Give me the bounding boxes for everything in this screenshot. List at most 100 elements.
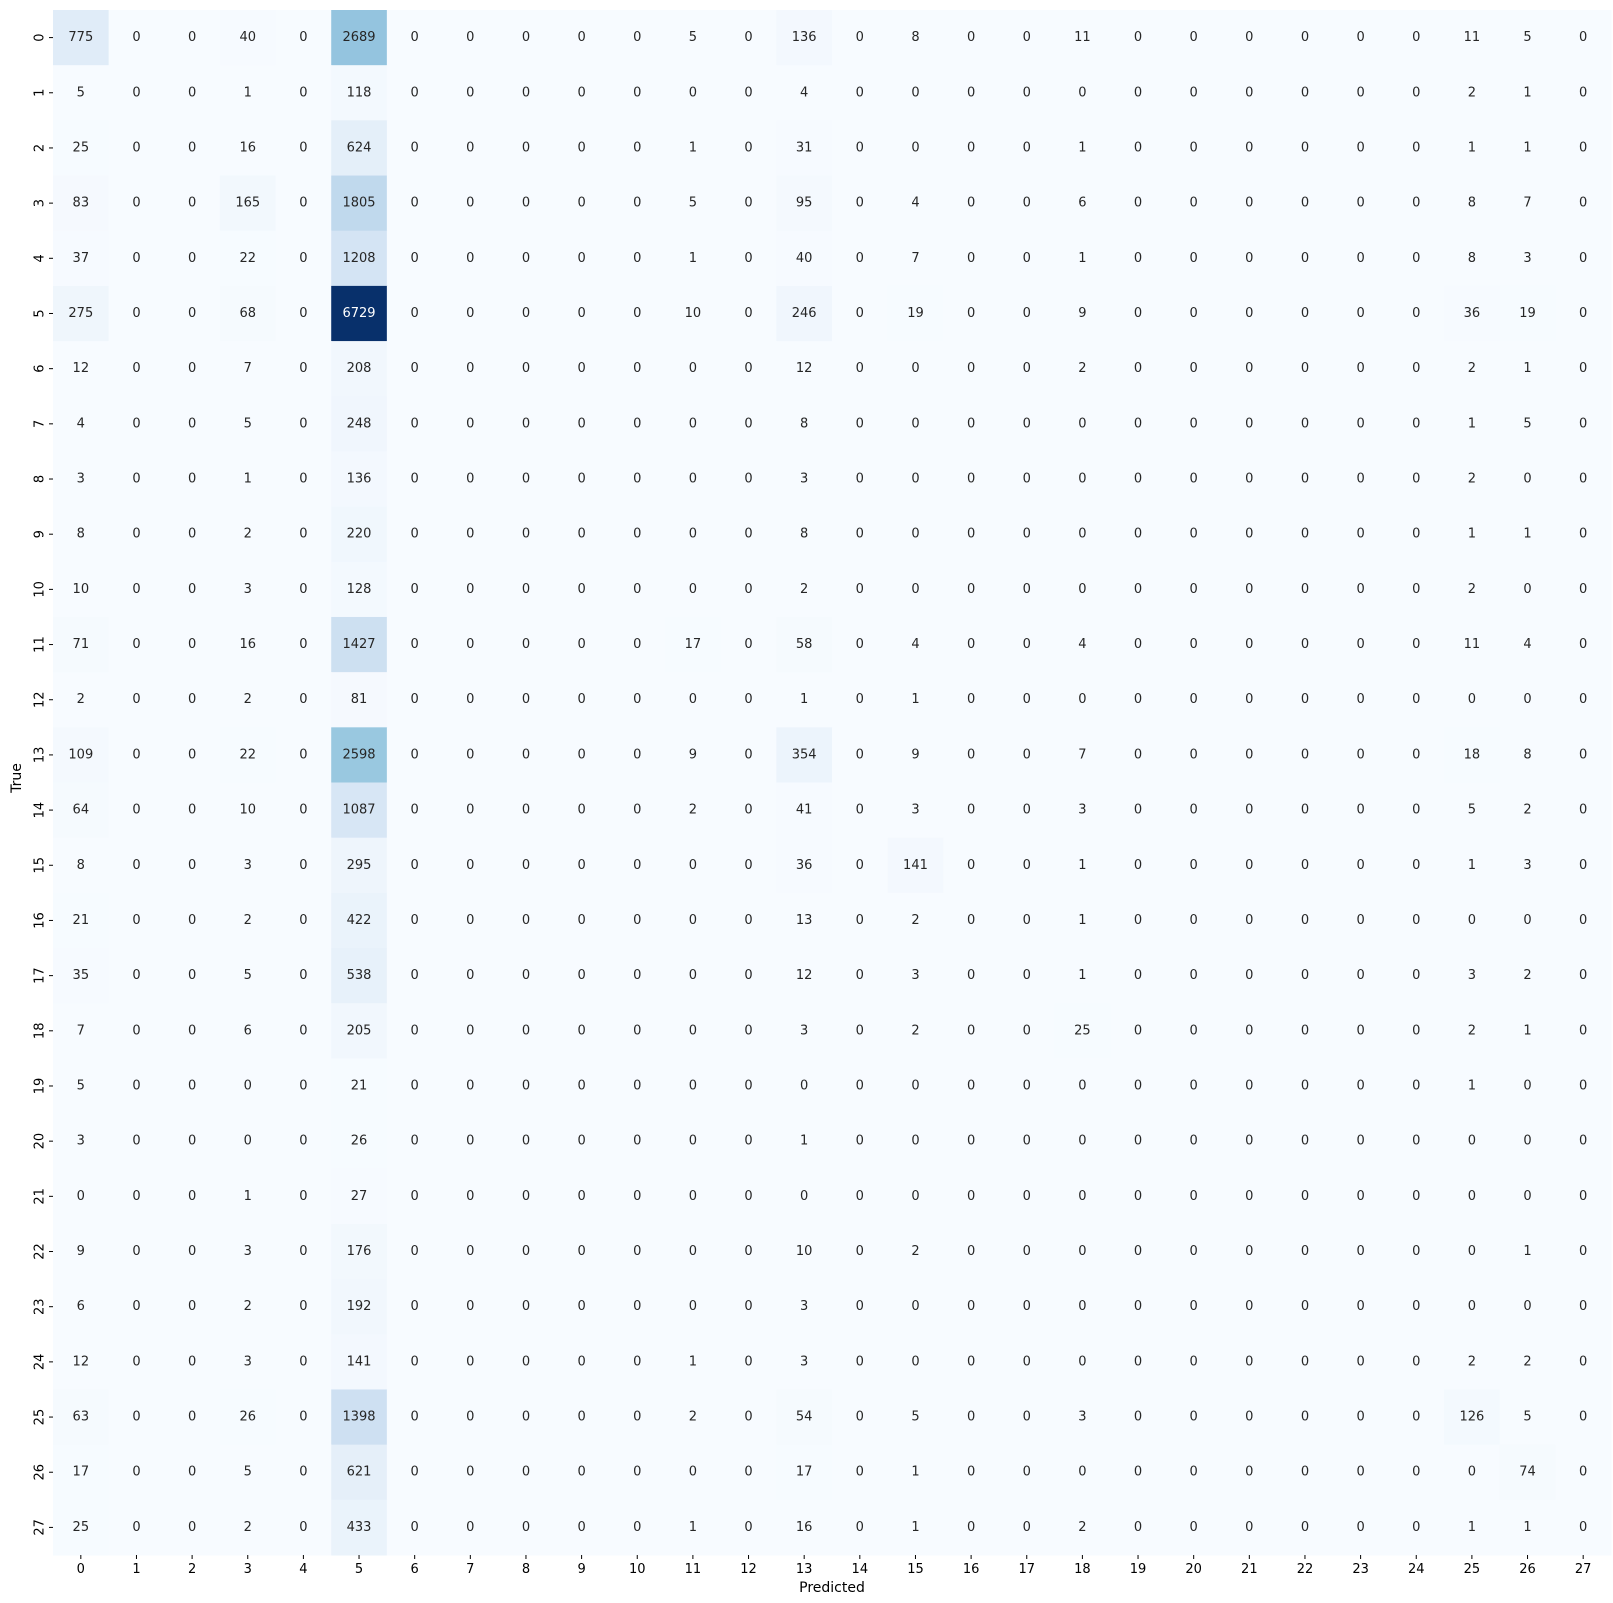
cell-value-label: 0 (1356, 140, 1364, 155)
heatmap-cell (1221, 341, 1278, 397)
heatmap-cell (998, 10, 1056, 66)
cell-value-label: 0 (1245, 361, 1253, 376)
cell-value-label: 0 (1356, 1134, 1364, 1149)
cell-value-label: 0 (1023, 858, 1031, 873)
cell-value-label: 4 (800, 85, 808, 100)
cell-value-label: 0 (911, 1078, 919, 1093)
cell-value-label: 0 (744, 306, 752, 321)
heatmap-cell (442, 1223, 499, 1280)
heatmap-cell (1110, 1003, 1167, 1059)
cell-value-label: 0 (1301, 416, 1309, 431)
cell-value-label: 0 (1579, 361, 1587, 376)
cell-value-label: 0 (411, 858, 419, 873)
heatmap-cell (1332, 727, 1389, 783)
heatmap-cell (943, 1113, 1000, 1170)
heatmap-cell (219, 1334, 277, 1390)
heatmap-cell (776, 451, 833, 508)
heatmap-cell (832, 1389, 889, 1446)
cell-value-label: 0 (1412, 803, 1420, 818)
cell-value-label: 0 (744, 968, 752, 983)
heatmap-cell (887, 1223, 944, 1280)
heatmap-cell (1110, 727, 1167, 783)
cell-value-label: 0 (411, 85, 419, 100)
cell-value-label: 8 (77, 858, 85, 873)
heatmap-cell (1221, 230, 1278, 287)
cell-value-label: 0 (967, 582, 975, 597)
y-tick-label: 17 (33, 967, 48, 984)
heatmap-cell (331, 892, 388, 949)
cell-value-label: 0 (411, 1134, 419, 1149)
cell-value-label: 0 (911, 1134, 919, 1149)
cell-value-label: 1 (1468, 1520, 1476, 1535)
cell-value-label: 0 (689, 968, 697, 983)
heatmap-cell (1277, 727, 1334, 783)
cell-value-label: 0 (244, 1134, 252, 1149)
heatmap-cell (1499, 230, 1556, 287)
heatmap-cell (1388, 10, 1445, 66)
cell-value-label: 0 (1023, 1465, 1031, 1480)
heatmap-cell (553, 892, 610, 949)
heatmap-cell (776, 230, 833, 287)
heatmap-cell (1555, 727, 1612, 783)
cell-value-label: 0 (522, 1465, 530, 1480)
heatmap-cell (442, 341, 499, 397)
heatmap-cell (108, 561, 165, 618)
cell-value-label: 0 (1301, 1244, 1309, 1259)
heatmap-cell (832, 616, 889, 673)
heatmap-cell (275, 1279, 332, 1335)
cell-value-label: 0 (1078, 1244, 1086, 1259)
cell-value-label: 0 (744, 416, 752, 431)
cell-value-label: 0 (466, 140, 474, 155)
cell-value-label: 0 (689, 582, 697, 597)
heatmap-cell (498, 782, 555, 839)
heatmap-cell (998, 230, 1056, 287)
heatmap-cell (1165, 1003, 1222, 1059)
heatmap-cell (331, 1223, 388, 1280)
heatmap-cell (1555, 1444, 1612, 1501)
cell-value-label: 0 (411, 527, 419, 542)
cell-value-label: 4 (1523, 637, 1531, 652)
heatmap-cell (1555, 341, 1612, 397)
cell-value-label: 0 (132, 1299, 140, 1314)
heatmap-cell (275, 1389, 332, 1446)
cell-value-label: 1427 (342, 637, 375, 652)
cell-value-label: 0 (1356, 416, 1364, 431)
cell-value-label: 0 (132, 858, 140, 873)
heatmap-cell (1332, 1279, 1389, 1335)
cell-value-label: 126 (1459, 1410, 1484, 1425)
heatmap-cell (1444, 782, 1501, 839)
heatmap-cell (1054, 1223, 1111, 1280)
cell-value-label: 0 (299, 306, 307, 321)
heatmap-cell (1221, 1499, 1278, 1556)
heatmap-cell (442, 120, 499, 177)
cell-value-label: 0 (1245, 1078, 1253, 1093)
heatmap-cell (164, 782, 221, 839)
heatmap-cell (442, 1444, 499, 1501)
heatmap-cell (665, 561, 722, 618)
cell-value-label: 4 (1078, 637, 1086, 652)
cell-value-label: 0 (1245, 582, 1253, 597)
x-tick-label: 11 (685, 1562, 702, 1577)
cell-value-label: 0 (1190, 747, 1198, 762)
cell-value-label: 11 (1464, 637, 1481, 652)
heatmap-cell (108, 10, 165, 66)
heatmap-cell (1332, 1444, 1389, 1501)
heatmap-cell (720, 285, 777, 342)
cell-value-label: 0 (1134, 968, 1142, 983)
cell-value-label: 0 (188, 30, 196, 45)
cell-value-label: 0 (633, 1354, 641, 1369)
heatmap-cell (943, 727, 1000, 783)
cell-value-label: 0 (577, 913, 585, 928)
y-tick-label: 3 (33, 199, 48, 207)
heatmap-cell (1221, 1444, 1278, 1501)
cell-value-label: 0 (1190, 251, 1198, 266)
cell-value-label: 0 (466, 472, 474, 487)
heatmap-cell (1110, 1279, 1167, 1335)
cell-value-label: 295 (347, 858, 372, 873)
heatmap-cell (1444, 65, 1501, 121)
heatmap-cell (665, 1279, 722, 1335)
heatmap-cell (219, 672, 277, 728)
cell-value-label: 1 (1078, 858, 1086, 873)
heatmap-cell (164, 1003, 221, 1059)
heatmap-cell (53, 672, 110, 728)
